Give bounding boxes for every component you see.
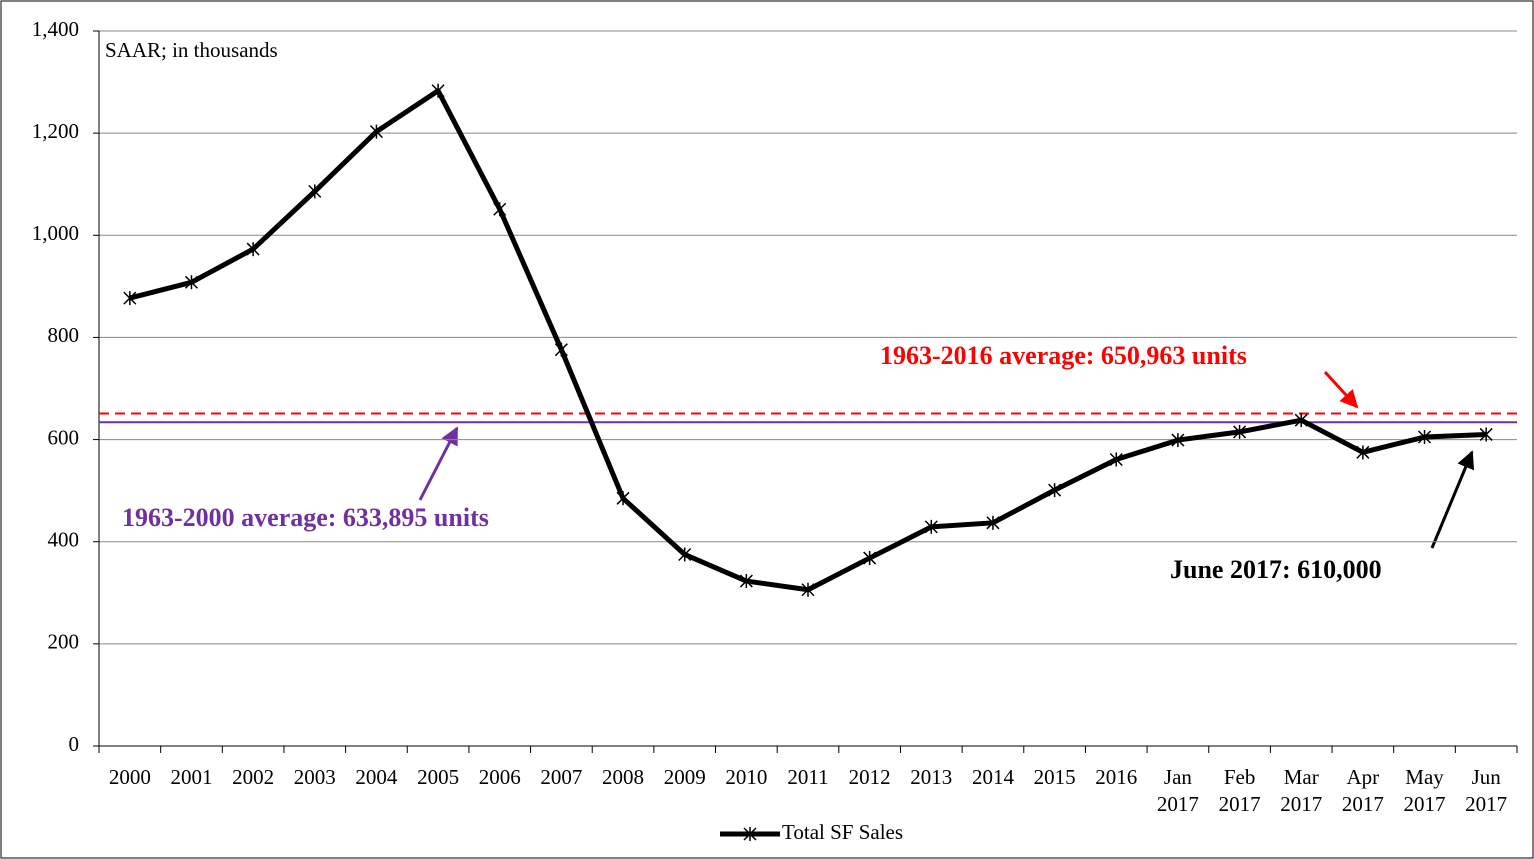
marker	[369, 124, 383, 139]
x-tick-label: 2016	[1095, 765, 1138, 789]
ref-label: 1963-2000 average: 633,895 units	[122, 503, 489, 532]
marker	[863, 551, 877, 566]
y-tick-label: 1,400	[32, 17, 79, 41]
y-tick-label: 800	[48, 323, 80, 347]
marker	[1294, 413, 1308, 428]
marker	[678, 547, 692, 562]
y-tick-label: 600	[48, 425, 80, 449]
data-point	[1294, 413, 1308, 428]
x-tick-label: 2009	[663, 765, 706, 789]
x-tick-label: Apr 2017	[1341, 765, 1384, 816]
data-point	[739, 574, 753, 589]
marker	[739, 574, 753, 589]
data-point	[184, 275, 199, 290]
x-tick-label: 2001	[170, 765, 213, 789]
x-tick-label: 2005	[417, 765, 460, 789]
x-tick-label: 2013	[910, 765, 953, 789]
data-point	[1109, 452, 1123, 467]
data-point	[246, 242, 260, 257]
marker	[308, 184, 322, 199]
data-point	[1479, 427, 1493, 442]
data-point	[369, 124, 383, 139]
marker	[1171, 433, 1185, 448]
marker	[1479, 427, 1493, 442]
legend-label: Total SF Sales	[782, 820, 903, 844]
data-point	[678, 547, 692, 562]
y-tick-label: 1,200	[32, 119, 79, 143]
x-tick-label: May 2017	[1403, 765, 1446, 816]
arrow	[1323, 370, 1359, 409]
data-point	[431, 83, 445, 98]
marker	[184, 275, 199, 290]
data-point	[1048, 483, 1062, 498]
data-point	[616, 491, 630, 506]
data-point	[1171, 433, 1185, 448]
marker	[493, 202, 507, 217]
data-point	[554, 342, 568, 357]
y-tick-label: 0	[69, 732, 80, 756]
x-tick-label: 2004	[355, 765, 398, 789]
x-tick-label: Jan 2017	[1156, 765, 1199, 816]
ref-label: 1963-2016 average: 650,963 units	[880, 341, 1247, 370]
marker	[1417, 430, 1432, 445]
data-point	[801, 582, 815, 597]
x-tick-label: Jun 2017	[1465, 765, 1508, 816]
marker	[1048, 483, 1062, 498]
y-tick-label: 200	[48, 630, 80, 654]
annotation: June 2017: 610,000	[1170, 555, 1382, 584]
data-point	[123, 291, 137, 306]
y-tick-label: 1,000	[32, 221, 79, 245]
x-tick-label: 2002	[232, 765, 275, 789]
marker	[924, 519, 938, 534]
marker	[1109, 452, 1123, 467]
legend-marker	[743, 827, 757, 841]
x-tick-label: 2007	[540, 765, 583, 789]
data-point	[1233, 424, 1247, 439]
data-point	[1356, 445, 1370, 460]
x-tick-label: 2003	[293, 765, 336, 789]
x-tick-label: 2000	[108, 765, 151, 789]
marker	[431, 83, 445, 98]
data-point	[924, 519, 938, 534]
data-point	[308, 184, 322, 199]
marker	[1356, 445, 1370, 460]
x-tick-label: 2006	[478, 765, 521, 789]
x-tick-label: 2011	[787, 765, 829, 789]
x-tick-label: 2012	[848, 765, 891, 789]
subtitle: SAAR; in thousands	[105, 38, 278, 62]
x-tick-label: 2014	[971, 765, 1014, 789]
data-point	[986, 515, 1000, 530]
data-point	[863, 551, 877, 566]
y-tick-label: 400	[48, 528, 80, 552]
x-tick-label: 2008	[602, 765, 645, 789]
marker	[616, 491, 630, 506]
x-tick-label: 2010	[725, 765, 768, 789]
arrow	[1430, 450, 1475, 549]
marker	[123, 291, 137, 306]
marker	[986, 515, 1000, 530]
data-point	[493, 202, 507, 217]
x-tick-label: 2015	[1033, 765, 1076, 789]
marker	[1233, 424, 1247, 439]
x-tick-label: Mar 2017	[1280, 765, 1323, 816]
x-tick-label: Feb 2017	[1218, 765, 1261, 816]
marker	[246, 242, 260, 257]
data-point	[1417, 430, 1432, 445]
marker	[554, 342, 568, 357]
marker	[801, 582, 815, 597]
